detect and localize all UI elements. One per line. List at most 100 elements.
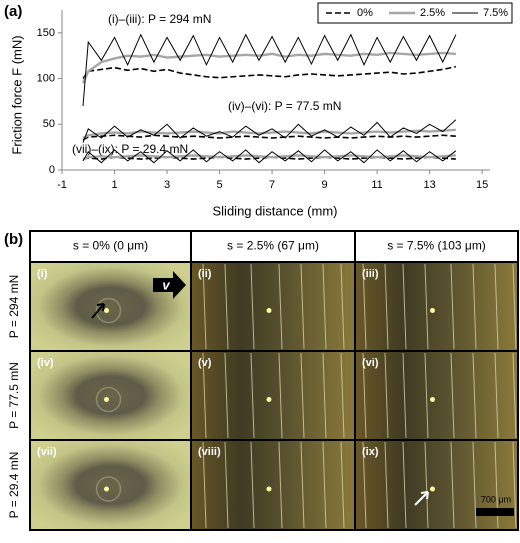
column-header: s = 0% (0 μm) <box>73 239 148 253</box>
column-header-cell <box>29 230 192 263</box>
column-header: s = 7.5% (103 μm) <box>387 239 486 253</box>
scratch-line <box>278 263 283 350</box>
panel-id: (vi) <box>362 357 379 369</box>
x-tick-label: 3 <box>164 179 170 191</box>
scratch-line <box>450 352 455 439</box>
scratch-line <box>424 263 429 350</box>
series-line <box>82 65 457 80</box>
micrograph <box>354 261 519 352</box>
annotation: (vii)–(ix): P = 29.4 mN <box>72 142 188 156</box>
pointer-arrow <box>91 303 105 319</box>
contact-spot <box>430 397 435 402</box>
scratch-line <box>322 352 327 439</box>
scratch-line <box>322 263 327 350</box>
scratch-line <box>362 441 367 529</box>
micrograph <box>29 439 192 531</box>
scratch-line <box>202 352 207 439</box>
contact-spot <box>266 486 272 492</box>
pointer-arrow <box>414 491 429 506</box>
series-line <box>82 33 457 107</box>
panel-id: (vii) <box>37 446 57 458</box>
micrograph <box>354 350 519 441</box>
panel-id: (ii) <box>198 268 212 280</box>
scratch-line <box>512 441 517 529</box>
contact-spot <box>266 308 272 313</box>
scratch-line <box>402 352 407 439</box>
scratch-line <box>224 441 229 529</box>
contact-spot <box>104 486 109 492</box>
micrograph <box>190 261 356 352</box>
series-line <box>81 51 456 84</box>
panel-id: (v) <box>198 357 212 369</box>
x-tick-label: 13 <box>423 179 435 191</box>
panel-id: (iv) <box>37 357 54 369</box>
row-header: P = 77.5 mN <box>7 362 21 429</box>
scratch-line <box>340 263 345 350</box>
scratch-line <box>494 263 499 350</box>
x-tick-label: 5 <box>216 179 222 191</box>
legend-label: 0% <box>357 7 373 19</box>
y-tick-label: 0 <box>49 164 55 176</box>
column-header: s = 2.5% (67 μm) <box>227 239 319 253</box>
scratch-line <box>250 263 255 350</box>
contact-spot <box>430 308 435 313</box>
contact-spot <box>430 486 435 492</box>
scale-bar-label: 700 μm <box>481 494 511 504</box>
x-tick-label: 11 <box>371 179 382 191</box>
wear-ring <box>95 386 122 413</box>
scratch-line <box>512 263 517 350</box>
velocity-label: v <box>162 277 170 292</box>
y-tick-label: 150 <box>37 27 55 39</box>
row-header: P = 29.4 mN <box>7 452 21 519</box>
y-tick-label: 100 <box>37 72 55 84</box>
scratch-line <box>224 352 229 439</box>
contact-spot <box>104 308 109 313</box>
scratch-line <box>384 352 389 439</box>
scratch-line <box>340 352 345 439</box>
scratch-line <box>250 441 255 529</box>
scratch-line <box>362 263 367 350</box>
scratch-line <box>340 441 345 529</box>
scale-bar <box>476 508 514 516</box>
scratch-line <box>424 441 429 529</box>
series-line <box>82 128 456 140</box>
scratch-line <box>402 263 407 350</box>
contact-spot <box>104 397 109 402</box>
series-line <box>82 149 457 164</box>
scratch-line <box>278 352 283 439</box>
scratch-line <box>450 441 455 529</box>
legend-label: 7.5% <box>483 7 508 19</box>
scratch-line <box>384 263 389 350</box>
scratch-line <box>300 352 305 439</box>
micrograph <box>354 439 519 531</box>
series-line <box>82 134 456 141</box>
scratch-line <box>512 352 517 439</box>
scratch-line <box>300 263 305 350</box>
scratch-line <box>384 441 389 529</box>
x-tick-label: 15 <box>476 179 488 191</box>
scratch-line <box>322 441 327 529</box>
panel-id: (ix) <box>362 446 379 458</box>
scratch-line <box>472 441 477 529</box>
micrograph <box>29 350 192 441</box>
row-header: P = 294 mN <box>7 275 21 338</box>
panel-label: (b) <box>4 231 23 248</box>
scratch-line <box>472 352 477 439</box>
y-tick-label: 50 <box>43 118 55 130</box>
panel-id: (viii) <box>198 446 221 458</box>
wear-ring <box>95 297 122 324</box>
wear-ring <box>95 476 122 502</box>
scratch-line <box>362 352 367 439</box>
scratch-line <box>202 441 207 529</box>
micrograph <box>29 261 192 352</box>
annotation: (i)–(iii): P = 294 mN <box>108 12 211 26</box>
velocity-arrow <box>153 271 186 299</box>
micrograph <box>190 350 356 441</box>
y-axis-label: Friction force F (mN) <box>9 35 24 154</box>
panel-id: (iii) <box>362 268 379 280</box>
micrograph <box>190 439 356 531</box>
panel-id: (i) <box>37 268 48 280</box>
annotation: (iv)–(vi): P = 77.5 mN <box>228 99 341 113</box>
scratch-line <box>472 263 477 350</box>
